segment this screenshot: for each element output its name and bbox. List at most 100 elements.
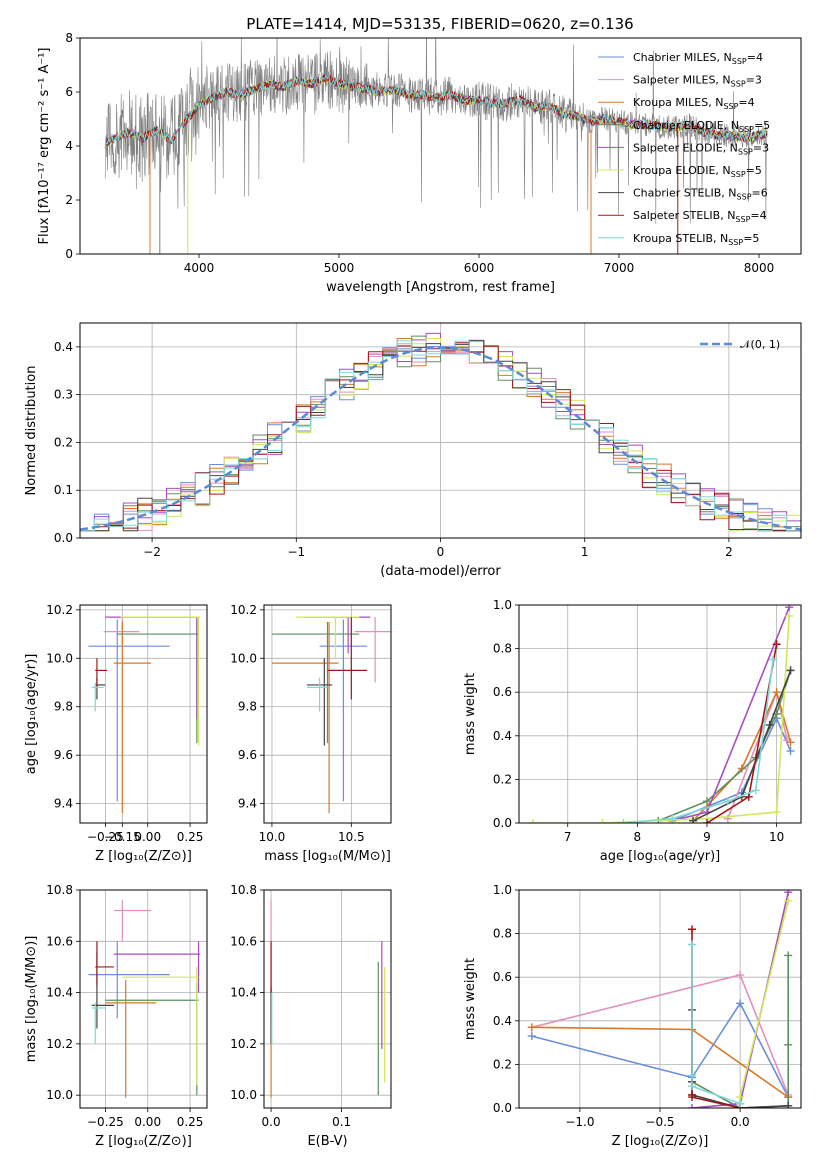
y-axis-label: Flux [fλ10⁻¹⁷ erg cm⁻² s⁻¹ A⁻¹] [37,48,52,245]
y-tick-label: 0.3 [54,388,73,402]
x-tick-label: 7000 [604,261,635,275]
plus-marker [527,1032,536,1041]
axes-frame [79,604,208,824]
y-tick-label: 6 [65,85,73,99]
plus-marker [784,951,793,960]
plus-marker [688,1093,697,1102]
y-tick-label: 0.8 [493,642,512,656]
plus-marker [772,640,781,649]
y-axis-label: Normed distribution [24,366,39,496]
y-tick-label: 10.2 [46,603,73,617]
plus-marker [689,816,698,823]
y-tick-label: 1.0 [493,598,512,612]
x-tick-label: 2 [725,545,733,559]
plus-marker [736,971,745,980]
x-tick-label: 7 [564,830,572,844]
mass-weight-series-chabrier-miles [531,1001,789,1098]
error-bars [271,616,391,814]
plus-marker [688,1082,697,1091]
y-tick-label: 9.4 [54,797,73,811]
y-tick-label: 9.8 [238,700,257,714]
y-tick-label: 0.6 [493,970,512,984]
x-axis-label: mass [log₁₀(M/M⊙)] [264,849,391,864]
y-tick-label: 8 [65,31,73,45]
legend-subscript: SSP [735,215,750,224]
x-axis-label: wavelength [Angstrom, rest frame] [326,280,555,295]
y-axis-label: mass weight [463,958,478,1040]
mass-weight-vs-metallicity-panel: −1.0 −0.5 0.0 0.0 0.2 0.4 0.6 0.8 1.0 Z [log₁₀(Z/… [463,883,802,1149]
x-tick-label: 0.00 [134,830,161,844]
error-bars [88,616,201,814]
plus-marker [619,819,628,823]
legend-subscript: SSP [737,193,752,202]
x-tick-label: 10 [769,830,784,844]
x-axis-label: Z [log₁₀(Z/Z⊙)] [95,849,192,864]
x-tick-label: 4000 [184,261,215,275]
axes-frame [518,604,802,824]
legend-subscript: SSP [732,57,747,66]
legend-entry-label: Chabrier ELODIE, NSSP=5 [633,119,770,134]
plus-marker [598,819,607,823]
y-tick-label: 0.2 [54,435,73,449]
plus-marker [772,808,781,817]
mass-weight-series-kroupa-stelib [623,659,774,823]
x-tick-label: −2 [143,545,161,559]
mass-weight-lines [527,890,793,1108]
x-tick-label: 9 [703,830,711,844]
x-axis-label: Z [log₁₀(Z/Z⊙)] [612,1134,709,1149]
plus-marker [688,940,697,949]
x-tick-label: 5000 [324,261,355,275]
legend-subscript: SSP [731,170,746,179]
plus-marker [769,655,778,664]
legend-entry-label: Chabrier STELIB, NSSP=6 [633,187,768,202]
y-tick-label: 9.4 [238,797,257,811]
x-tick-label: 0.0 [731,1115,750,1129]
plus-marker [765,720,774,729]
y-tick-label: 10.2 [46,1037,73,1051]
plus-marker [668,814,677,823]
x-axis-label: Z [log₁₀(Z/Z⊙)] [95,1134,192,1149]
legend-subscript: SSP [731,80,746,89]
axes-frame [79,889,208,1109]
residual-histogram-panel: −2 −1 0 1 2 0.0 0.1 0.2 0.3 0.4 (data-model)/error… [24,322,802,579]
plus-marker [528,819,537,823]
legend-count: =4 [747,51,763,64]
plus-marker [784,890,793,897]
legend-entry-label: Salpeter MILES, NSSP=3 [633,74,762,89]
mass-weight-series-kroupa-miles [692,689,792,822]
plus-marker [751,786,760,795]
y-tick-label: 10.0 [230,1088,257,1102]
y-tick-label: 0.4 [493,729,512,743]
plus-marker [784,1040,793,1049]
y-tick-label: 0.2 [493,1057,512,1071]
mass-weight-series-kroupa-stelib [691,944,741,1105]
axes-frame [79,37,802,255]
legend-count: =5 [746,164,762,177]
x-tick-label: −0.5 [645,1115,674,1129]
legend-count: =5 [743,232,759,245]
axes-frame [518,889,802,1109]
plus-marker [527,1023,536,1032]
y-tick-label: 10.0 [46,651,73,665]
y-tick-label: 9.8 [54,700,73,714]
x-tick-label: 0.0 [262,1115,281,1129]
legend-entry-label: 𝒩(0, 1) [740,338,780,351]
legend-subscript: SSP [738,147,753,156]
legend-subscript: SSP [739,125,754,134]
legend-subscript: SSP [723,102,738,111]
y-tick-label: 0.0 [493,816,512,830]
legend-entry-label: Kroupa STELIB, NSSP=5 [633,232,759,247]
legend-entry-label: Kroupa ELODIE, NSSP=5 [633,164,762,179]
y-tick-label: 0.4 [493,1014,512,1028]
plus-marker [688,1104,697,1108]
mass-weight-vs-age-panel: 7 8 9 10 0.0 0.2 0.4 0.6 0.8 1.0 age [log₁₀(age/yr… [463,598,802,864]
plus-marker [786,747,795,756]
legend-label-text: Kroupa ELODIE, N [633,164,731,177]
legend-count: =4 [738,96,754,109]
legend-count: =5 [754,119,770,132]
x-tick-label: −1.0 [565,1115,594,1129]
y-tick-label: 9.6 [238,748,257,762]
plus-marker [786,738,795,747]
mass-weight-series-salpeter-stelib [691,929,741,1108]
y-axis-label: mass [log₁₀(M/M⊙)] [24,936,39,1063]
